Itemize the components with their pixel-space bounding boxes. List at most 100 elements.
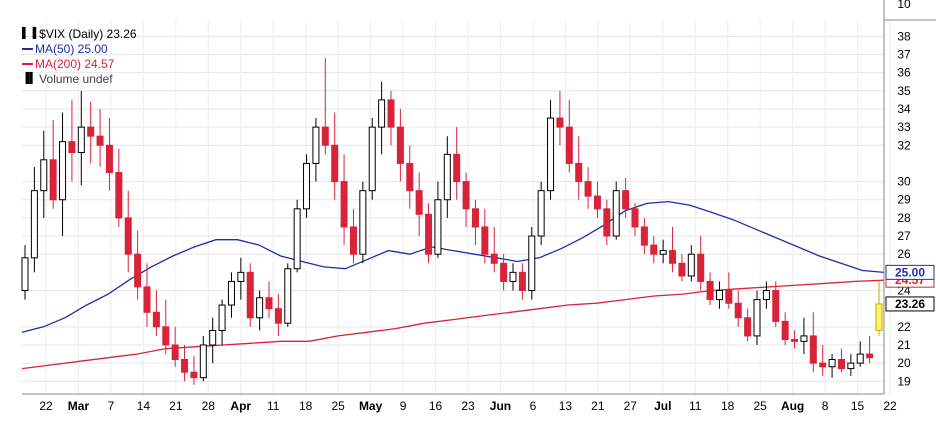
candle-body [209,329,217,346]
ma50-line [21,200,885,333]
candle-body [669,250,677,264]
candle-body [134,253,142,288]
candle-body [181,359,189,373]
candle-body [143,286,151,313]
y-tick-label: 36 [897,66,911,80]
x-tick-label: 23 [461,399,475,413]
candle-body [387,99,395,128]
x-tick-label: 6 [530,399,537,413]
candle-body [443,153,451,201]
x-tick-label: Apr [230,399,251,413]
candle-body [772,290,780,322]
ma50-badge: 25.00 [895,265,925,279]
candle-body [331,144,339,183]
candle-body [640,226,648,246]
candle-body [593,195,601,210]
candle-body [565,126,573,164]
candle-body [697,253,705,282]
candle-body [753,299,761,337]
y-tick-label: 27 [897,229,911,243]
candle-body [406,162,414,192]
candle-body [659,250,667,255]
grid-lines [22,20,891,394]
x-tick-label: 8 [822,399,829,413]
volume-bars-icon: ▐▌ [22,72,37,84]
candle-body [650,244,658,255]
candle-body [584,181,592,197]
x-tick-label: Aug [781,399,804,413]
candle-body [612,190,620,237]
y-tick-label: 26 [897,247,911,261]
candle-body [471,208,479,228]
x-tick-label: 7 [108,399,115,413]
candle-body [321,126,329,146]
y-tick-label: 35 [897,84,911,98]
y-tick-label: 28 [897,211,911,225]
x-tick-label: Jul [654,399,671,413]
x-tick-label: 11 [689,399,702,413]
y-tick-label: 30 [897,175,911,189]
candle-body [453,153,461,183]
y-tick-label: 32 [897,138,911,152]
candle-body [77,126,85,154]
volume-label: Volume undef [39,71,113,86]
candle-body [171,344,179,361]
candle-body [40,159,48,192]
ma200-swatch [22,62,33,65]
legend-item-ma50: MA(50) 25.00 [22,41,137,56]
legend-item-price: ▌▐ $VIX (Daily) 23.26 [22,26,137,41]
legend-item-volume: ▐▌ Volume undef [22,71,137,86]
candle-body [837,359,845,370]
candle-body [762,290,770,301]
chart-legend: ▌▐ $VIX (Daily) 23.26 MA(50) 25.00 MA(20… [22,26,137,86]
y-tick-label: 33 [897,120,911,134]
candle-icon: ▌▐ [22,27,37,39]
ma50-badge-box [885,264,935,280]
candle-body [847,362,855,370]
candle-body [190,371,198,379]
candle-body [687,253,695,277]
candle-body [509,271,517,282]
candle-body [856,353,864,364]
legend-item-ma200: MA(200) 24.57 [22,56,137,71]
candle-body [528,235,536,292]
chart-title: $VIX (Daily) 23.26 [39,26,137,41]
candle-body [349,226,357,255]
candle-body [715,290,723,301]
candle-body [265,297,273,310]
candle-body [575,162,583,183]
candle-body [462,181,470,210]
candle-body [218,304,226,331]
candle-body [706,280,714,301]
y-tick-label: 20 [897,356,911,370]
candle-body [87,126,95,137]
candle-body [30,190,38,259]
candle-body [415,190,423,215]
candle-body [68,141,76,154]
y-tick-label: 34 [897,102,911,116]
x-tick-label: 22 [883,399,897,413]
x-tick-label: 21 [169,399,183,413]
ma50-label: MA(50) 25.00 [35,41,108,56]
candle-body [734,302,742,319]
candle-body [547,117,555,192]
candle-body [819,362,827,368]
ma200-label: MA(200) 24.57 [35,56,115,71]
candle-body [781,320,789,341]
x-tick-label: 14 [137,399,151,413]
candle-body [59,141,67,201]
ma50-swatch [22,47,33,50]
plot-background [22,20,884,394]
candle-body [227,280,235,306]
candle-body [631,208,639,228]
x-tick-label: 9 [400,399,407,413]
candle-body [115,172,123,219]
x-tick-label: 21 [591,399,605,413]
candle-body [340,181,348,228]
candle-body [481,226,489,255]
candle-body [556,117,564,128]
x-tick-label: Jun [490,399,511,413]
y-tick-label: 37 [897,47,911,61]
candle-body [425,213,433,255]
